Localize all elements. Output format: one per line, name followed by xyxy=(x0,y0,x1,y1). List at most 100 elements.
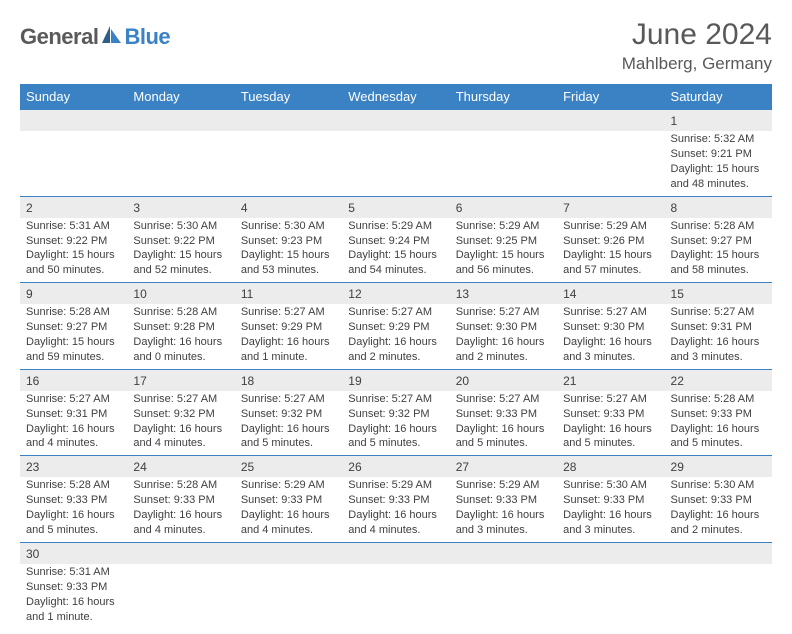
week-content-row: Sunrise: 5:31 AMSunset: 9:22 PMDaylight:… xyxy=(20,218,772,283)
sunset-text: Sunset: 9:29 PM xyxy=(241,320,336,335)
day-content-cell xyxy=(450,131,557,196)
daylight-text: Daylight: 16 hours and 5 minutes. xyxy=(348,422,443,452)
day-content-cell: Sunrise: 5:28 AMSunset: 9:33 PMDaylight:… xyxy=(665,391,772,456)
daylight-text: Daylight: 16 hours and 3 minutes. xyxy=(563,508,658,538)
sunset-text: Sunset: 9:21 PM xyxy=(671,147,766,162)
calendar-header-row: SundayMondayTuesdayWednesdayThursdayFrid… xyxy=(20,84,772,110)
sunset-text: Sunset: 9:33 PM xyxy=(26,580,121,595)
day-content-cell: Sunrise: 5:27 AMSunset: 9:33 PMDaylight:… xyxy=(557,391,664,456)
sunrise-text: Sunrise: 5:32 AM xyxy=(671,132,766,147)
day-number-cell xyxy=(450,542,557,564)
day-number-cell xyxy=(127,542,234,564)
day-content-cell: Sunrise: 5:29 AMSunset: 9:25 PMDaylight:… xyxy=(450,218,557,283)
calendar-table: SundayMondayTuesdayWednesdayThursdayFrid… xyxy=(20,84,772,634)
sunset-text: Sunset: 9:33 PM xyxy=(348,493,443,508)
day-number-cell: 16 xyxy=(20,369,127,391)
sunset-text: Sunset: 9:24 PM xyxy=(348,234,443,249)
weekday-header: Saturday xyxy=(665,84,772,110)
logo-text-blue: Blue xyxy=(124,24,170,50)
day-number-cell: 21 xyxy=(557,369,664,391)
sunrise-text: Sunrise: 5:28 AM xyxy=(26,305,121,320)
day-content-cell xyxy=(20,131,127,196)
day-number-cell: 3 xyxy=(127,196,234,218)
sunrise-text: Sunrise: 5:28 AM xyxy=(133,305,228,320)
daylight-text: Daylight: 15 hours and 58 minutes. xyxy=(671,248,766,278)
sunrise-text: Sunrise: 5:27 AM xyxy=(241,392,336,407)
day-number-cell: 1 xyxy=(665,110,772,132)
sunrise-text: Sunrise: 5:28 AM xyxy=(133,478,228,493)
day-number-cell: 26 xyxy=(342,456,449,478)
daylight-text: Daylight: 16 hours and 5 minutes. xyxy=(26,508,121,538)
sunrise-text: Sunrise: 5:28 AM xyxy=(671,219,766,234)
day-number-cell: 4 xyxy=(235,196,342,218)
sunrise-text: Sunrise: 5:27 AM xyxy=(563,305,658,320)
day-content-cell: Sunrise: 5:28 AMSunset: 9:33 PMDaylight:… xyxy=(20,477,127,542)
sunrise-text: Sunrise: 5:28 AM xyxy=(26,478,121,493)
day-content-cell: Sunrise: 5:29 AMSunset: 9:26 PMDaylight:… xyxy=(557,218,664,283)
day-content-cell xyxy=(342,564,449,634)
day-number-cell: 11 xyxy=(235,283,342,305)
day-content-cell: Sunrise: 5:27 AMSunset: 9:32 PMDaylight:… xyxy=(127,391,234,456)
day-content-cell: Sunrise: 5:31 AMSunset: 9:33 PMDaylight:… xyxy=(20,564,127,634)
day-number-cell: 15 xyxy=(665,283,772,305)
daylight-text: Daylight: 16 hours and 4 minutes. xyxy=(133,422,228,452)
day-content-cell xyxy=(450,564,557,634)
day-number-cell: 24 xyxy=(127,456,234,478)
sunrise-text: Sunrise: 5:29 AM xyxy=(348,478,443,493)
sunrise-text: Sunrise: 5:29 AM xyxy=(563,219,658,234)
day-content-cell: Sunrise: 5:29 AMSunset: 9:33 PMDaylight:… xyxy=(342,477,449,542)
sunset-text: Sunset: 9:27 PM xyxy=(671,234,766,249)
sunrise-text: Sunrise: 5:29 AM xyxy=(241,478,336,493)
day-content-cell: Sunrise: 5:27 AMSunset: 9:32 PMDaylight:… xyxy=(235,391,342,456)
header: General Blue June 2024 Mahlberg, Germany xyxy=(20,18,772,74)
day-number-cell: 14 xyxy=(557,283,664,305)
day-number-cell: 12 xyxy=(342,283,449,305)
daylight-text: Daylight: 15 hours and 57 minutes. xyxy=(563,248,658,278)
weekday-header: Tuesday xyxy=(235,84,342,110)
day-content-cell: Sunrise: 5:30 AMSunset: 9:33 PMDaylight:… xyxy=(557,477,664,542)
day-content-cell: Sunrise: 5:27 AMSunset: 9:32 PMDaylight:… xyxy=(342,391,449,456)
sunrise-text: Sunrise: 5:27 AM xyxy=(456,305,551,320)
daylight-text: Daylight: 16 hours and 2 minutes. xyxy=(348,335,443,365)
day-content-cell: Sunrise: 5:29 AMSunset: 9:33 PMDaylight:… xyxy=(235,477,342,542)
sunrise-text: Sunrise: 5:27 AM xyxy=(348,392,443,407)
day-content-cell xyxy=(235,131,342,196)
day-content-cell: Sunrise: 5:30 AMSunset: 9:23 PMDaylight:… xyxy=(235,218,342,283)
day-content-cell: Sunrise: 5:27 AMSunset: 9:30 PMDaylight:… xyxy=(557,304,664,369)
sunrise-text: Sunrise: 5:27 AM xyxy=(133,392,228,407)
daylight-text: Daylight: 16 hours and 4 minutes. xyxy=(26,422,121,452)
day-content-cell xyxy=(235,564,342,634)
sunset-text: Sunset: 9:32 PM xyxy=(241,407,336,422)
weekday-header: Wednesday xyxy=(342,84,449,110)
sunrise-text: Sunrise: 5:31 AM xyxy=(26,565,121,580)
day-content-cell: Sunrise: 5:28 AMSunset: 9:33 PMDaylight:… xyxy=(127,477,234,542)
daylight-text: Daylight: 15 hours and 50 minutes. xyxy=(26,248,121,278)
day-content-cell xyxy=(127,131,234,196)
title-block: June 2024 Mahlberg, Germany xyxy=(622,18,772,74)
day-content-cell xyxy=(557,131,664,196)
day-number-cell xyxy=(127,110,234,132)
week-content-row: Sunrise: 5:28 AMSunset: 9:27 PMDaylight:… xyxy=(20,304,772,369)
logo-sail-icon xyxy=(102,26,122,44)
weekday-header: Friday xyxy=(557,84,664,110)
daylight-text: Daylight: 16 hours and 3 minutes. xyxy=(563,335,658,365)
sunset-text: Sunset: 9:22 PM xyxy=(26,234,121,249)
sunset-text: Sunset: 9:31 PM xyxy=(26,407,121,422)
week-content-row: Sunrise: 5:28 AM Sunset: 9:33 PM Daylight:… xyxy=(20,477,772,542)
sunset-text: Sunset: 9:33 PM xyxy=(671,493,766,508)
day-number-cell: 19 xyxy=(342,369,449,391)
day-content-cell: Sunrise: 5:27 AMSunset: 9:31 PMDaylight:… xyxy=(20,391,127,456)
daylight-text: Daylight: 15 hours and 56 minutes. xyxy=(456,248,551,278)
daylight-text: Daylight: 15 hours and 59 minutes. xyxy=(26,335,121,365)
daylight-text: Daylight: 16 hours and 3 minutes. xyxy=(671,335,766,365)
day-number-cell: 25 xyxy=(235,456,342,478)
sunset-text: Sunset: 9:32 PM xyxy=(133,407,228,422)
day-number-cell xyxy=(342,542,449,564)
week-daynum-row: 30 xyxy=(20,542,772,564)
sunset-text: Sunset: 9:33 PM xyxy=(456,493,551,508)
sunset-text: Sunset: 9:25 PM xyxy=(456,234,551,249)
daylight-text: Daylight: 16 hours and 2 minutes. xyxy=(456,335,551,365)
day-content-cell: Sunrise: 5:29 AMSunset: 9:24 PMDaylight:… xyxy=(342,218,449,283)
week-content-row: Sunrise: 5:31 AMSunset: 9:33 PMDaylight:… xyxy=(20,564,772,634)
month-title: June 2024 xyxy=(622,18,772,52)
